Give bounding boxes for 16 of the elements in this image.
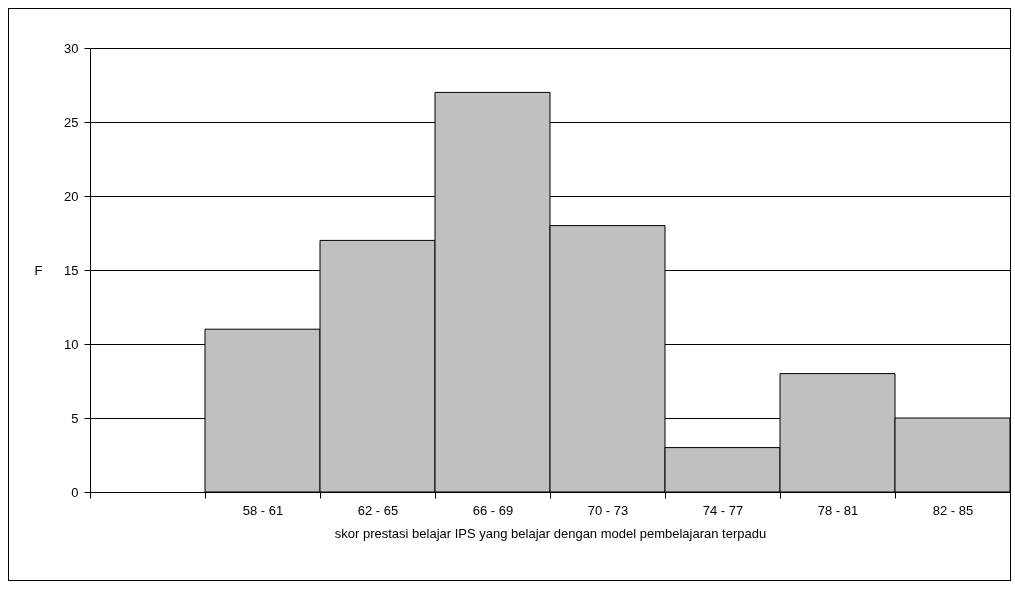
y-tick-label: 30	[64, 40, 79, 56]
y-tick-label: 25	[64, 114, 79, 130]
y-tick-label: 5	[71, 410, 79, 426]
x-axis-title: skor prestasi belajar IPS yang belajar dengan model pembelajaran terpadu	[334, 525, 767, 541]
x-tick-label: 58 - 61	[242, 502, 284, 518]
x-tick-label: 66 - 69	[472, 502, 514, 518]
y-tick-label: 0	[71, 484, 79, 500]
y-tick-label: 10	[64, 336, 79, 352]
x-tick-label: 82 - 85	[932, 502, 974, 518]
x-tick-label: 74 - 77	[702, 502, 744, 518]
y-tick-label: 15	[64, 262, 79, 278]
x-tick-label: 70 - 73	[587, 502, 629, 518]
y-tick-label: 20	[64, 188, 79, 204]
x-tick-label: 62 - 65	[357, 502, 399, 518]
x-tick-label: 78 - 81	[817, 502, 859, 518]
y-axis-title: F	[34, 262, 43, 278]
